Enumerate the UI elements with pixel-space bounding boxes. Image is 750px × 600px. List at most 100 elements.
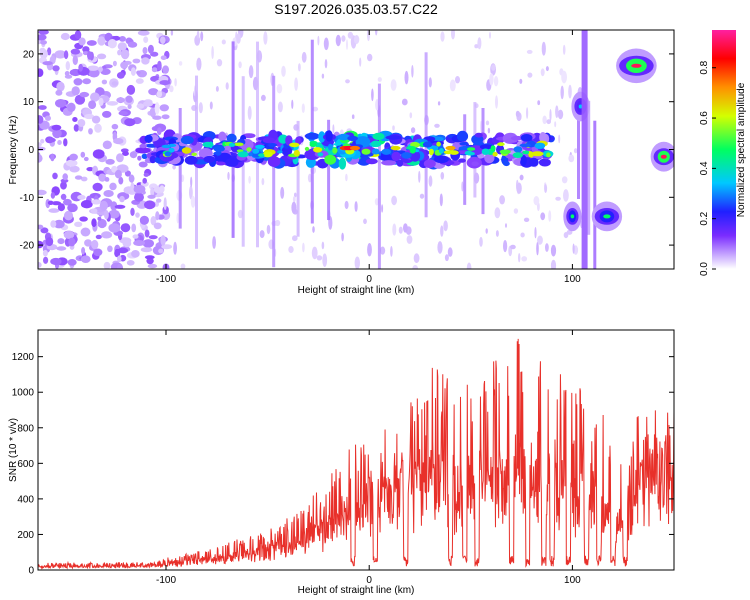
- heatmap-speckle: [499, 195, 505, 205]
- heatmap-speckle: [345, 79, 350, 84]
- heatmap-speckle: [354, 201, 358, 212]
- heatmap-speckle: [550, 259, 557, 269]
- heatmap-speckle: [52, 65, 60, 72]
- heatmap-speckle: [134, 192, 144, 202]
- heatmap-ridge-blob: [503, 161, 510, 167]
- heatmap-speckle: [568, 84, 572, 99]
- heatmap-speckle: [237, 209, 243, 219]
- heatmap-speckle: [493, 76, 499, 87]
- heatmap-speckle: [196, 30, 200, 39]
- heatmap-ridge-blob: [458, 158, 466, 163]
- heatmap-speckle: [298, 63, 301, 72]
- heatmap-ridge-core: [513, 146, 523, 153]
- heatmap-speckle: [45, 115, 51, 121]
- heatmap-speckle: [40, 40, 47, 45]
- colorbar-tick-label: 0.6: [699, 111, 710, 125]
- heatmap-speckle: [55, 89, 63, 96]
- heatmap-speckle: [540, 212, 546, 221]
- heatmap-speckle: [118, 176, 124, 185]
- heatmap-speckle: [67, 102, 76, 113]
- heatmap-speckle: [81, 247, 86, 255]
- heatmap-speckle: [566, 229, 573, 235]
- heatmap-speckle: [60, 181, 67, 190]
- heatmap-speckle: [64, 71, 70, 76]
- heatmap-speckle: [83, 156, 89, 162]
- heatmap-speckle: [367, 53, 373, 62]
- heatmap-speckle: [104, 177, 110, 182]
- snr-y-axis-title: SNR (10 * v/v): [8, 418, 19, 482]
- heatmap-speckle: [440, 31, 445, 42]
- heatmap-streak: [377, 83, 381, 269]
- heatmap-speckle: [375, 30, 378, 36]
- heatmap-y-tick-label: -20: [20, 241, 35, 252]
- snr-y-tick-label: 800: [17, 423, 34, 434]
- heatmap-ridge-core: [262, 151, 273, 158]
- heatmap-speckle: [398, 226, 403, 234]
- heatmap-speckle: [236, 33, 241, 44]
- heatmap-speckle: [554, 121, 557, 128]
- heatmap-speckle: [147, 263, 158, 269]
- heatmap-speckle: [288, 246, 294, 253]
- heatmap-speckle: [48, 208, 60, 213]
- heatmap-speckle: [545, 243, 549, 252]
- heatmap-ridge-blob: [471, 161, 479, 166]
- heatmap-speckle: [98, 173, 107, 182]
- heatmap-speckle: [129, 151, 138, 159]
- heatmap-speckle: [114, 248, 121, 258]
- heatmap-speckle: [526, 49, 533, 54]
- heatmap-speckle: [198, 102, 203, 114]
- heatmap-speckle: [549, 109, 552, 122]
- heatmap-speckle: [189, 185, 193, 200]
- heatmap-ridge-core: [228, 142, 236, 147]
- heatmap-x-tick-label: -100: [156, 274, 176, 285]
- heatmap-speckle: [86, 40, 97, 46]
- heatmap-speckle: [404, 70, 409, 85]
- heatmap-ridge-core: [467, 147, 476, 151]
- heatmap-speckle: [138, 161, 148, 168]
- heatmap-speckle: [537, 235, 543, 245]
- colorbar-ticks: 0.0 0.2 0.4 0.6 0.8: [699, 60, 716, 276]
- heatmap-speckle: [151, 67, 158, 73]
- heatmap-speckle: [215, 86, 219, 92]
- figure-title: S197.2026.035.03.57.C22: [274, 1, 438, 17]
- heatmap-ridge-blob: [396, 159, 404, 167]
- heatmap-speckle: [437, 101, 441, 106]
- heatmap-speckle: [56, 81, 65, 92]
- heatmap-speckle: [440, 225, 444, 237]
- heatmap-speckle: [381, 204, 384, 213]
- heatmap-speckle: [94, 123, 102, 133]
- heatmap-speckle: [97, 216, 102, 221]
- heatmap-speckle: [160, 55, 167, 60]
- heatmap-speckle: [114, 204, 126, 209]
- heatmap-speckle: [156, 198, 162, 203]
- heatmap-speckle: [144, 229, 150, 238]
- heatmap-speckle: [221, 39, 226, 45]
- heatmap-speckle: [410, 127, 416, 134]
- heatmap-ridge-core: [202, 141, 214, 148]
- heatmap-speckle: [101, 231, 113, 239]
- heatmap-speckle: [119, 36, 126, 42]
- heatmap-speckle: [354, 256, 360, 269]
- heatmap-ridge-core: [371, 140, 381, 148]
- heatmap-speckle: [152, 115, 162, 120]
- heatmap-speckle: [190, 176, 193, 188]
- heatmap-ridge-core: [317, 152, 324, 157]
- heatmap-ridge-blob: [141, 153, 148, 159]
- heatmap-speckle: [510, 244, 516, 250]
- heatmap-speckle: [149, 107, 157, 118]
- heatmap-speckle: [165, 84, 171, 89]
- heatmap-speckle: [572, 243, 575, 254]
- heatmap-speckle: [550, 244, 557, 257]
- heatmap-cluster-peak: [570, 214, 575, 219]
- heatmap-speckle: [80, 200, 93, 209]
- heatmap-speckle: [74, 30, 82, 40]
- heatmap-speckle: [132, 58, 141, 64]
- heatmap-speckle: [377, 77, 382, 82]
- heatmap-speckle: [140, 247, 153, 253]
- heatmap-speckle: [321, 73, 325, 79]
- heatmap-speckle: [211, 46, 214, 59]
- heatmap-speckle: [69, 153, 78, 161]
- heatmap-speckle: [513, 208, 519, 214]
- snr-x-tick-label: 0: [366, 575, 372, 586]
